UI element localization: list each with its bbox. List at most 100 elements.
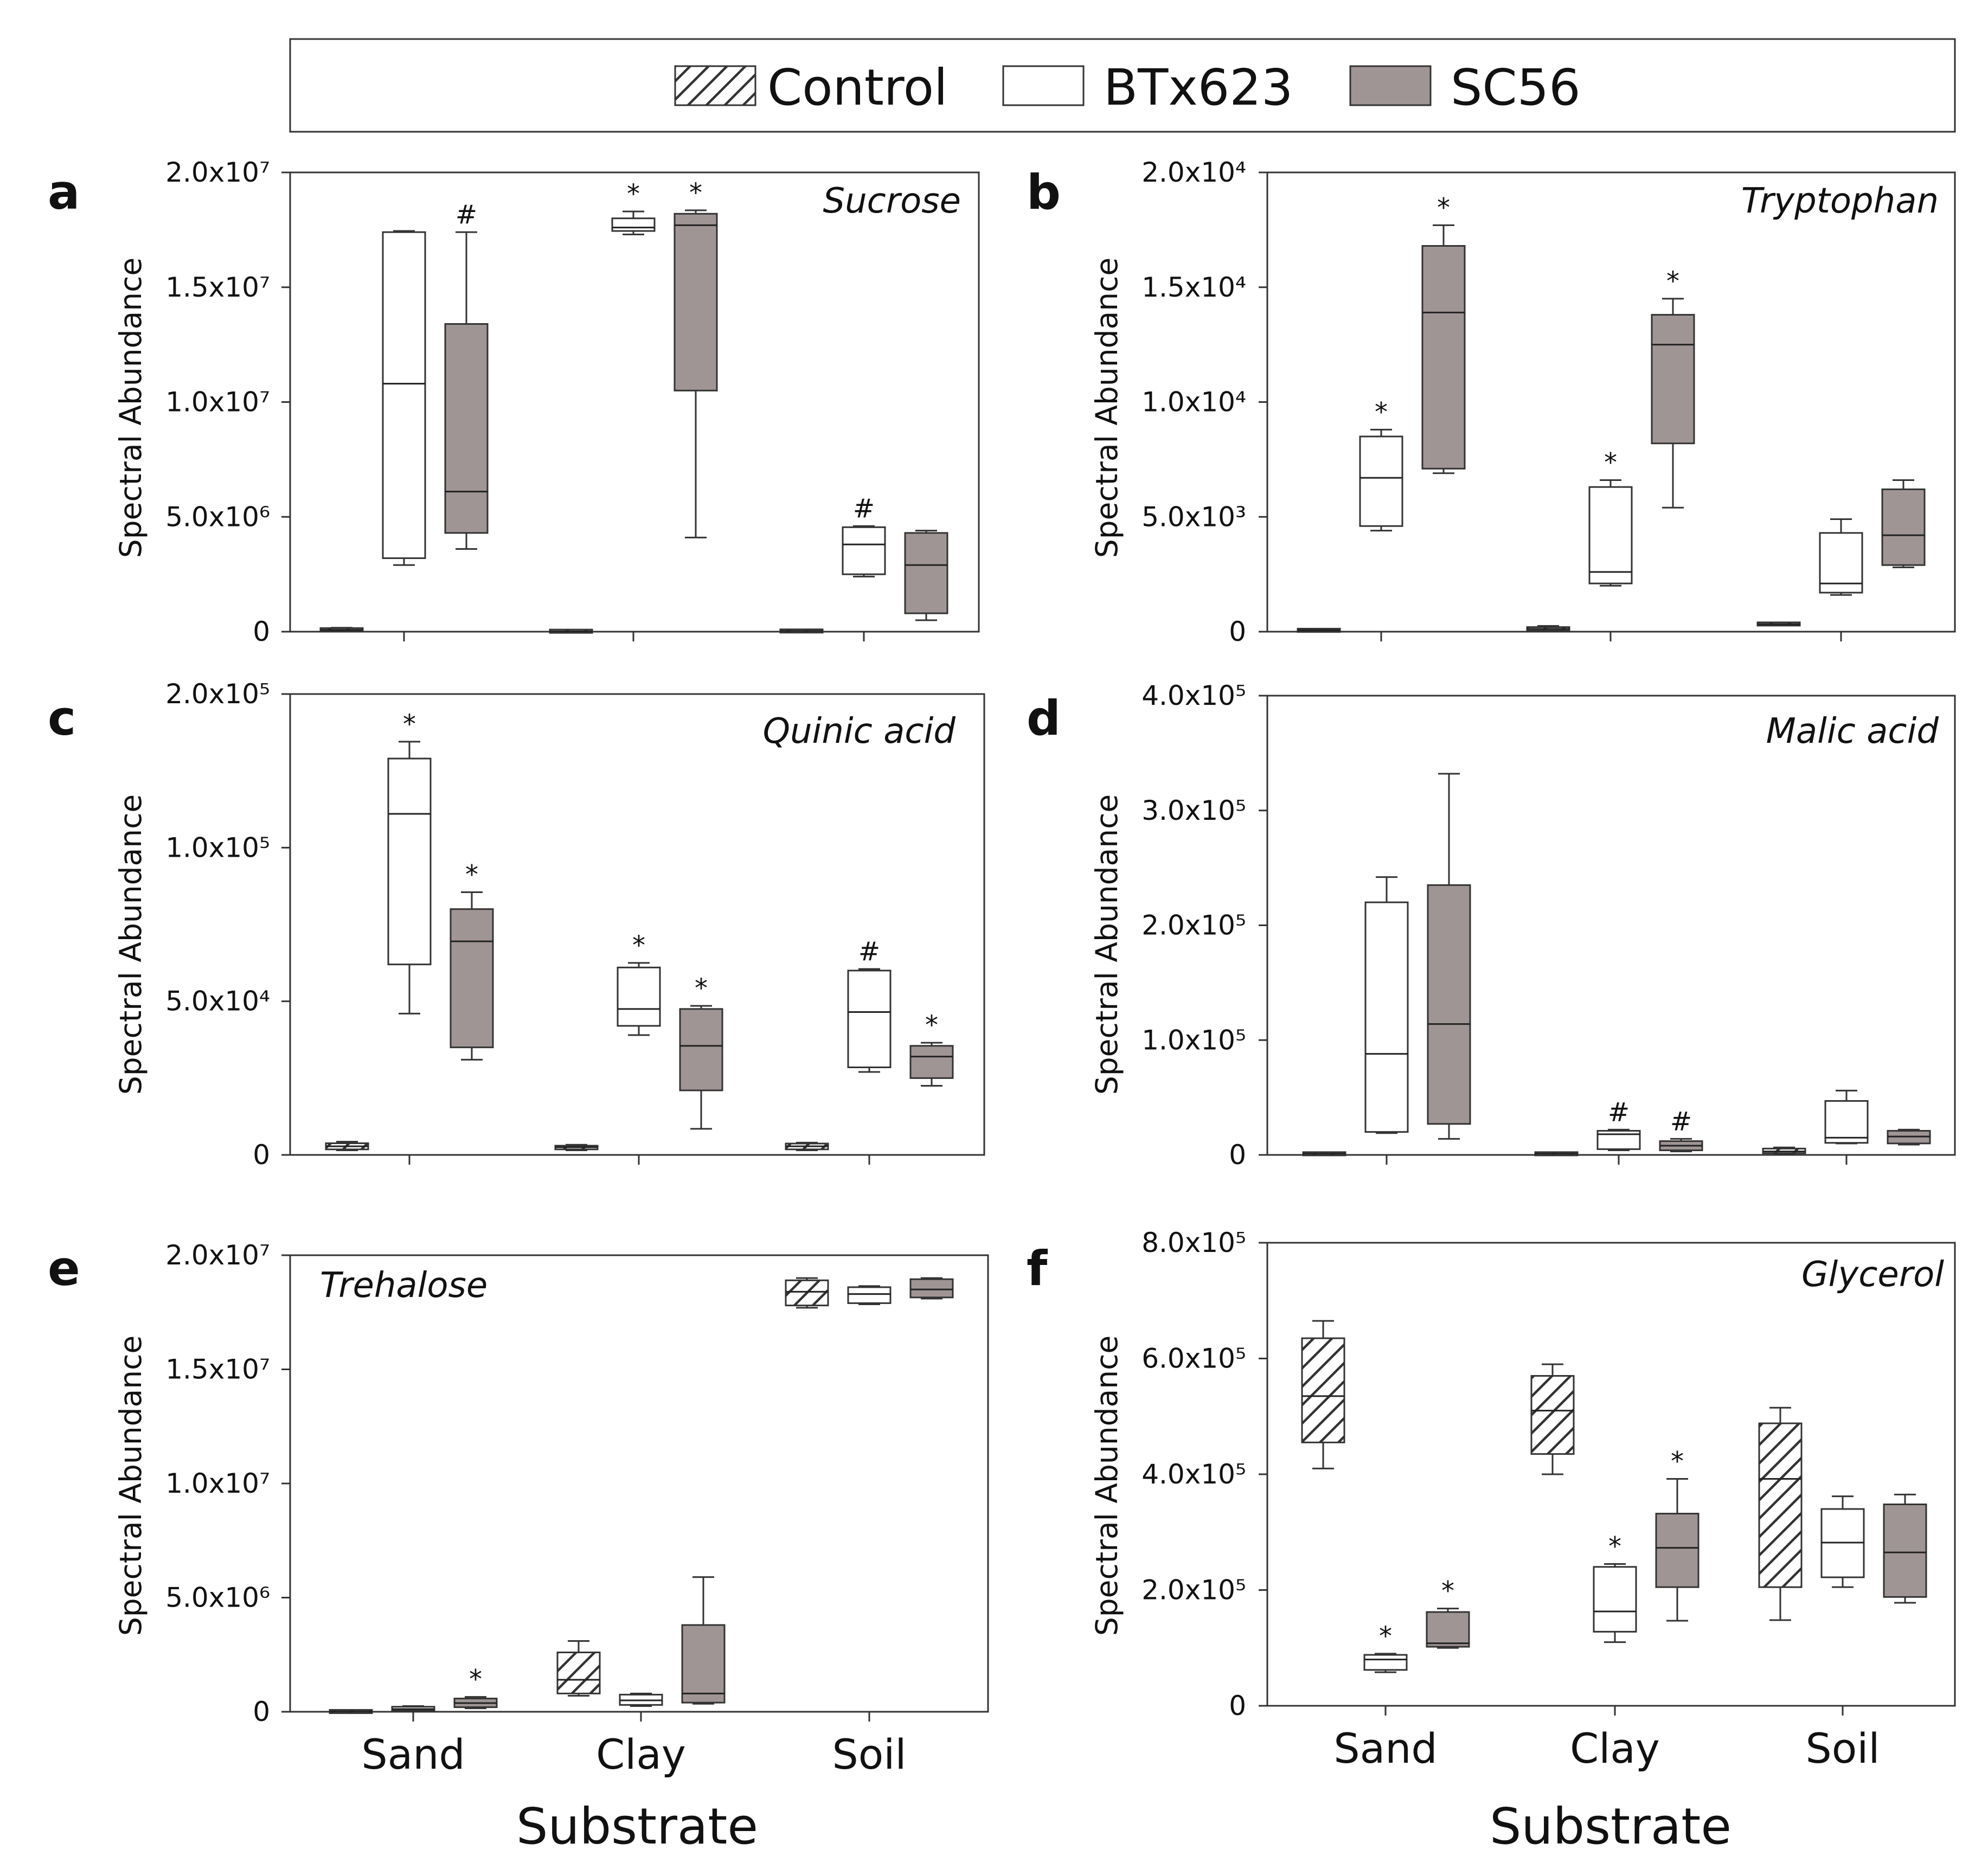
box-btx623-sand: *	[1363, 1621, 1408, 1673]
y-tick-label: 5.0x10⁶	[165, 501, 270, 532]
y-tick-label: 0	[253, 616, 270, 647]
y-tick-label: 2.0x10⁷	[165, 1239, 270, 1271]
y-axis-title: Spectral Abundance	[113, 258, 148, 558]
legend-label-control: Control	[767, 59, 948, 117]
box-btx623-soil	[1819, 518, 1863, 596]
box-btx623-clay: *	[1588, 447, 1633, 587]
box-control-clay	[554, 1144, 599, 1151]
box-iqr	[842, 526, 886, 575]
y-tick-label: 1.0x10⁵	[165, 832, 270, 863]
plot-frame	[289, 693, 985, 1156]
box-control-sand	[325, 1141, 369, 1151]
box-iqr	[382, 231, 426, 559]
panel-f: f Glycerol Spectral Abundance 0 2.0x10⁵ 4.…	[1027, 1227, 1956, 1772]
asterisk-mark: *	[925, 1010, 938, 1041]
box-sc56-clay	[681, 1576, 726, 1705]
hash-mark: #	[1608, 1097, 1630, 1127]
y-tick-label: 4.0x10⁵	[1142, 1459, 1246, 1490]
box-control-clay	[1530, 1363, 1575, 1475]
asterisk-mark: *	[632, 930, 645, 961]
box-iqr	[1651, 314, 1695, 445]
panel-a: a Sucrose Spectral Abundance 0 5.0x10⁶ 1.0…	[48, 157, 980, 647]
box-iqr	[1824, 1100, 1869, 1144]
asterisk-mark: *	[1608, 1531, 1621, 1562]
panel-letter: e	[48, 1241, 80, 1296]
y-tick-label: 2.0x10⁵	[1142, 910, 1246, 941]
box-sc56-soil	[909, 1277, 954, 1300]
box-control-sand	[1301, 1320, 1345, 1469]
plot-frame	[1266, 1242, 1956, 1707]
panel-title: Tryptophan	[1741, 181, 1939, 221]
x-tick-label: Soil	[832, 1730, 907, 1778]
box-iqr	[679, 1008, 723, 1091]
box-control-clay	[1526, 625, 1570, 633]
box-btx623-soil	[847, 1285, 892, 1306]
x-tick-label: Sand	[1333, 1724, 1437, 1772]
y-tick-label: 2.0x10⁴	[1142, 157, 1246, 188]
box-control-sand	[329, 1709, 373, 1714]
panel-title: Glycerol	[1801, 1255, 1944, 1295]
panel-d: d Malic acid Spectral Abundance 0 1.0x10⁵…	[1027, 680, 1956, 1171]
box-sc56-clay: *	[679, 973, 723, 1130]
box-iqr	[1426, 1611, 1470, 1648]
box-btx623-soil	[1824, 1089, 1869, 1145]
box-control-soil	[1756, 621, 1801, 627]
y-tick-label: 5.0x10⁶	[165, 1582, 270, 1614]
x-tick-label: Clay	[596, 1730, 686, 1778]
box-btx623-sand: *	[387, 709, 432, 1014]
asterisk-mark: *	[1441, 1576, 1454, 1607]
legend-frame	[289, 38, 1956, 133]
asterisk-mark: *	[1666, 266, 1679, 297]
box-iqr	[556, 1652, 601, 1694]
box-iqr	[681, 1624, 726, 1704]
box-iqr	[1427, 884, 1471, 1125]
asterisk-mark: *	[1379, 1621, 1392, 1652]
box-btx623-sand	[1364, 876, 1409, 1134]
box-sc56-soil	[1881, 479, 1926, 568]
panel-title: Malic acid	[1766, 711, 1939, 752]
box-btx623-soil	[1820, 1495, 1865, 1588]
asterisk-mark: *	[695, 973, 708, 1004]
asterisk-mark: *	[1671, 1447, 1684, 1477]
box-iqr	[387, 757, 432, 966]
box-iqr	[909, 1278, 954, 1299]
box-control-soil	[785, 1141, 829, 1151]
hash-mark: #	[456, 200, 477, 230]
box-iqr	[1588, 486, 1633, 585]
box-iqr	[785, 1279, 829, 1307]
box-sc56-clay: *	[1655, 1447, 1700, 1622]
box-iqr	[617, 966, 661, 1027]
box-btx623-soil: #	[847, 936, 892, 1073]
box-sc56-clay: *	[674, 178, 718, 538]
box-btx623-clay: *	[1593, 1531, 1637, 1643]
box-iqr	[1593, 1566, 1637, 1633]
panel-letter: d	[1027, 690, 1061, 746]
panel-letter: f	[1027, 1241, 1048, 1296]
asterisk-mark: *	[627, 179, 640, 209]
y-tick-label: 3.0x10⁵	[1142, 795, 1246, 826]
box-sc56-sand	[1427, 773, 1471, 1140]
y-tick-label: 2.0x10⁵	[165, 678, 270, 710]
y-tick-label: 2.0x10⁵	[1142, 1575, 1246, 1606]
panel-b: b Tryptophan Spectral Abundance 0 5.0x10³…	[1027, 157, 1956, 647]
x-tick-label: Soil	[1806, 1724, 1880, 1772]
y-tick-label: 0	[253, 1696, 270, 1727]
box-iqr	[444, 323, 489, 534]
y-axis-title: Spectral Abundance	[1089, 794, 1124, 1095]
y-tick-label: 2.0x10⁷	[165, 157, 270, 188]
box-sc56-clay: *	[1651, 266, 1695, 509]
legend-swatch-sc56	[1349, 65, 1432, 106]
box-control-clay	[549, 628, 593, 634]
box-control-clay	[556, 1640, 601, 1697]
box-sc56-clay: #	[1659, 1106, 1703, 1153]
asterisk-mark: *	[689, 178, 702, 208]
x-axis-title-left: Substrate	[516, 1797, 758, 1855]
y-tick-label: 1.5x10⁷	[165, 1354, 270, 1385]
y-tick-label: 5.0x10⁴	[165, 986, 270, 1017]
x-tick-label: Clay	[1570, 1724, 1660, 1772]
box-btx623-sand: *	[1359, 397, 1403, 532]
box-btx623-clay: #	[1596, 1097, 1641, 1152]
box-iqr	[1364, 901, 1409, 1133]
box-sc56-sand: *	[450, 860, 494, 1061]
box-btx623-clay: *	[611, 179, 656, 235]
